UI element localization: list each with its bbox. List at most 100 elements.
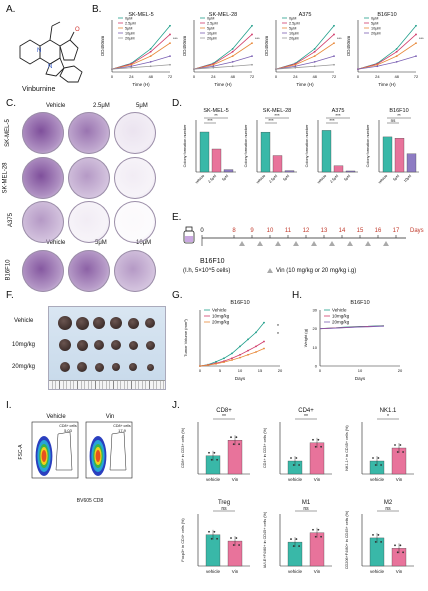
y-tick-label: 20 (313, 326, 318, 331)
data-point (235, 537, 238, 539)
timeline-day: 14 (339, 228, 346, 234)
data-point (231, 60, 234, 63)
panel-label-i: I. (6, 400, 12, 411)
data-point (333, 42, 335, 45)
gate (55, 431, 73, 471)
data-point (377, 534, 380, 536)
colony-bar-chart-1: SK-MEL-28 Colony formation number vehicle 2… (244, 108, 297, 185)
gate-value: 5.03 (64, 428, 73, 433)
y-axis-label: OD450nm (182, 35, 187, 56)
x-axis-label: Days (235, 376, 246, 381)
sig-marker: *** (255, 36, 260, 41)
dose-triangle (257, 241, 263, 246)
colony-plate (68, 250, 110, 292)
tumor-sample (127, 317, 139, 329)
bar (382, 136, 393, 173)
sig-marker: ns (303, 506, 309, 512)
tumor-sample (94, 362, 104, 372)
data-point (130, 66, 133, 69)
data-point (396, 451, 399, 453)
data-point (231, 359, 233, 361)
panel-label-f: F. (6, 290, 14, 301)
tumor-sample (94, 340, 104, 350)
chart-title: CD4+ (298, 408, 314, 414)
data-point (207, 364, 209, 367)
data-point (255, 351, 257, 353)
legend-label: Vehicle (332, 308, 347, 313)
data-point (298, 545, 300, 547)
prolif-chart-1: SK-MEL-28 Time (H) OD450nm 0 24 48 72 0μM2.5μM5… (182, 12, 260, 87)
svg-text:O: O (75, 27, 80, 33)
bar (406, 153, 417, 173)
tumor-sample (76, 339, 88, 351)
series-line (357, 42, 417, 70)
panel-label-d: D. (172, 98, 182, 109)
data-point (208, 530, 210, 533)
series-line (357, 55, 417, 70)
bar (272, 155, 283, 173)
sig-marker: ns (385, 506, 391, 512)
legend-label: 5μM (371, 22, 378, 26)
data-point (169, 63, 171, 66)
data-point (239, 356, 241, 359)
sig-marker: *** (329, 118, 335, 123)
data-point (169, 42, 171, 45)
svg-text:N: N (37, 48, 41, 54)
chart-title: B16F10 (350, 300, 369, 306)
data-point (314, 535, 317, 538)
timeline-day: 16 (375, 228, 382, 234)
legend-label: 0μM (207, 17, 214, 21)
y-axis-label: Foxp3+ in CD4+ cells (%) (181, 518, 185, 562)
timeline-day: 11 (285, 228, 292, 234)
data-point (255, 345, 257, 348)
data-point (212, 66, 215, 69)
data-point (231, 65, 234, 68)
dose-triangle (275, 241, 281, 246)
immune-bar-chart-1: CD4+ CD4+ in CD3+ cells (%) vehicle Vin ** (263, 408, 332, 482)
timeline-day: 17 (393, 228, 400, 234)
tumor-sample (60, 362, 70, 372)
tumor-sample (77, 362, 87, 372)
panel-label-b: B. (92, 4, 102, 15)
tumor-sample (112, 363, 120, 371)
y-tick-label: 30 (313, 308, 318, 313)
data-point (247, 338, 249, 341)
chart-title: B16F10 (230, 300, 249, 306)
data-point (294, 65, 297, 68)
data-point (231, 352, 233, 355)
colony-bar-chart-3: B16F10 Colony formation number vehicle 5μM 1… (366, 108, 419, 185)
data-point (210, 537, 213, 540)
y-tick-label: 0 (315, 364, 318, 369)
chart-title: M1 (302, 500, 311, 506)
y-axis-label: CD8+ in CD3+ cells (%) (181, 427, 185, 468)
data-point (380, 541, 382, 543)
chart-title: B16F10 (389, 108, 408, 114)
prolif-chart-0: SK-MEL-5 Time (H) OD450nm 0 24 48 72 0μM2.5μM5μ… (100, 12, 178, 87)
tumor-row-label: Vehicle (14, 318, 34, 324)
data-point (232, 544, 235, 546)
legend-label: 0μM (125, 17, 132, 21)
data-point (312, 528, 314, 531)
y-axis-label: CD4+ in CD3+ cells (%) (263, 427, 267, 468)
tumor-sample (145, 340, 155, 350)
data-point (333, 33, 335, 36)
weight-chart: B16F10 Days Weight (g) 0 10 20 30 0 10 20 Vehicle1… (303, 300, 403, 381)
legend-label: 10mg/kg (212, 314, 230, 319)
mouse-icon (183, 226, 195, 244)
immune-bar-chart-4: M1 IA/I-E+F4/80+ in CD45+ cells (%) vehicl… (263, 500, 332, 574)
x-tick-label: vehicle (377, 174, 388, 185)
data-point (251, 42, 253, 45)
data-point (238, 443, 240, 446)
sig-marker: ** (397, 113, 401, 118)
legend-label: 20μM (207, 37, 217, 41)
timeline-svg: 0 8 9 10 11 12 13 14 15 16 17 Days (200, 228, 424, 246)
y-axis-label: Tumor Volume (mm³) (183, 319, 188, 357)
plate-col-header: 2.5μM (93, 103, 110, 109)
colony-plate (114, 250, 156, 292)
days-label: Days (410, 228, 424, 234)
plate-row-label: B16F10 (5, 259, 12, 281)
prolif-chart-3: B16F10 Time (H) OD450nm 0 24 48 72 0μM5μM10μM20… (346, 12, 424, 87)
chart-title: B16F10 (377, 12, 396, 18)
data-point (213, 530, 216, 533)
data-point (415, 42, 417, 45)
